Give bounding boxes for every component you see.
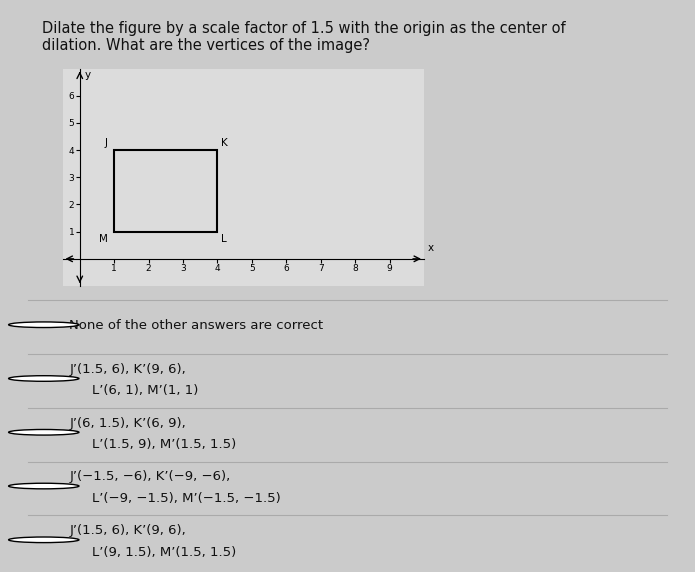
Text: L’(−9, −1.5), M’(−1.5, −1.5): L’(−9, −1.5), M’(−1.5, −1.5) [92,492,281,505]
Circle shape [8,322,79,328]
Text: x: x [427,244,434,253]
Text: L’(6, 1), M’(1, 1): L’(6, 1), M’(1, 1) [92,384,198,397]
Text: M: M [99,234,108,244]
Text: K: K [220,138,227,148]
Text: Dilate the figure by a scale factor of 1.5 with the origin as the center of
dila: Dilate the figure by a scale factor of 1… [42,21,565,53]
Text: L’(9, 1.5), M’(1.5, 1.5): L’(9, 1.5), M’(1.5, 1.5) [92,546,236,558]
Circle shape [8,430,79,435]
Text: y: y [85,70,91,80]
Text: J: J [105,138,108,148]
Text: J’(1.5, 6), K’(9, 6),: J’(1.5, 6), K’(9, 6), [70,363,186,376]
Text: J’(6, 1.5), K’(6, 9),: J’(6, 1.5), K’(6, 9), [70,416,186,430]
Text: None of the other answers are correct: None of the other answers are correct [70,319,323,332]
Circle shape [8,483,79,489]
Text: L’(1.5, 9), M’(1.5, 1.5): L’(1.5, 9), M’(1.5, 1.5) [92,438,236,451]
Text: J’(1.5, 6), K’(9, 6),: J’(1.5, 6), K’(9, 6), [70,524,186,537]
Text: L: L [220,234,227,244]
Text: J’(−1.5, −6), K’(−9, −6),: J’(−1.5, −6), K’(−9, −6), [70,470,231,483]
Circle shape [8,537,79,543]
Circle shape [8,376,79,382]
